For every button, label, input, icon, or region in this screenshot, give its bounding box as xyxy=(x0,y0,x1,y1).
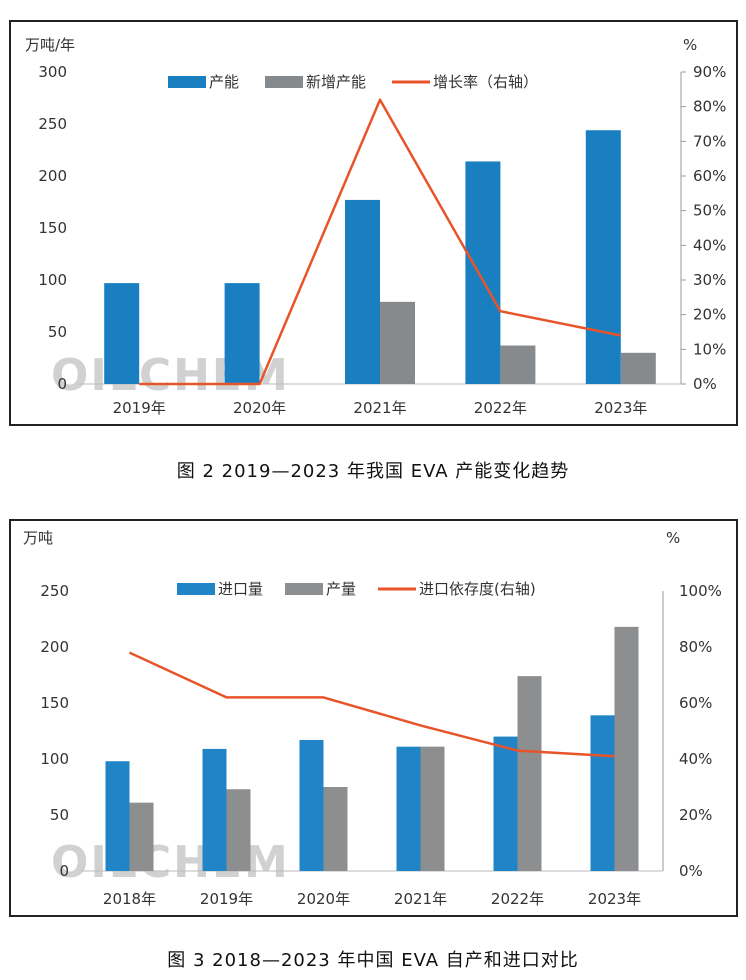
legend-swatch xyxy=(265,76,304,88)
bar-secondary xyxy=(517,676,542,871)
right-tick-label: 40% xyxy=(679,750,712,768)
right-tick-label: 60% xyxy=(679,694,712,712)
x-tick-label: 2023年 xyxy=(588,890,641,908)
bar-primary xyxy=(396,746,421,871)
bar-primary xyxy=(299,739,324,871)
left-tick-label: 100 xyxy=(40,750,69,768)
legend-label: 产能 xyxy=(209,73,239,91)
left-tick-label: 50 xyxy=(50,806,69,824)
bar-primary xyxy=(105,761,130,871)
left-tick-label: 250 xyxy=(40,582,69,600)
bar-secondary xyxy=(420,746,445,871)
chart-panel-capacity: OILCHEM 万吨/年% 0 50 100 150 200 250 300 0% 10% 20% 30… xyxy=(9,20,738,426)
bar-primary xyxy=(465,161,501,384)
legend-label: 增长率（右轴） xyxy=(433,73,538,91)
x-tick-label: 2020年 xyxy=(297,890,350,908)
bar-primary xyxy=(590,715,615,871)
right-tick-label: 0% xyxy=(693,375,717,393)
left-tick-label: 200 xyxy=(40,638,69,656)
bar-primary xyxy=(224,283,260,384)
right-tick-label: 30% xyxy=(693,271,726,289)
left-tick-label: 150 xyxy=(40,694,69,712)
legend-swatch xyxy=(168,76,206,88)
bar-primary xyxy=(104,283,140,384)
bar-secondary xyxy=(226,789,251,871)
left-tick-label: 300 xyxy=(38,63,67,81)
bar-primary xyxy=(202,748,227,871)
legend-label: 进口量 xyxy=(218,580,263,598)
left-tick-label: 0 xyxy=(57,375,67,393)
right-tick-label: 40% xyxy=(693,236,726,254)
legend-swatch xyxy=(177,583,215,595)
right-tick-label: 80% xyxy=(679,638,712,656)
left-tick-label: 150 xyxy=(38,219,67,237)
left-tick-label: 250 xyxy=(38,115,67,133)
bar-primary xyxy=(345,199,380,384)
right-tick-label: 90% xyxy=(693,63,726,81)
bar-primary xyxy=(585,130,621,384)
line-series xyxy=(128,651,615,758)
left-axis-title: 万吨 xyxy=(23,529,53,547)
right-tick-label: 70% xyxy=(693,132,726,150)
bar-secondary xyxy=(500,345,536,384)
x-tick-label: 2019年 xyxy=(200,890,253,908)
x-tick-label: 2022年 xyxy=(474,399,527,417)
left-tick-label: 0 xyxy=(59,862,69,880)
x-tick-label: 2019年 xyxy=(113,399,166,417)
right-tick-label: 50% xyxy=(693,202,726,220)
x-tick-label: 2022年 xyxy=(491,890,544,908)
x-tick-label: 2018年 xyxy=(103,890,156,908)
x-tick-label: 2020年 xyxy=(233,399,286,417)
right-tick-label: 20% xyxy=(693,306,726,324)
bar-primary xyxy=(493,736,518,871)
right-axis-title: % xyxy=(666,529,680,547)
bar-secondary xyxy=(129,802,154,871)
legend-label: 产量 xyxy=(326,580,356,598)
right-tick-label: 10% xyxy=(693,340,726,358)
import-chart: OILCHEM 万吨 % 0 50 100 150 200 250 0% 20% 40% 60% 80% 1… xyxy=(23,529,722,908)
left-axis-title: 万吨/年 xyxy=(25,36,75,54)
x-tick-label: 2023年 xyxy=(594,399,647,417)
bar-secondary xyxy=(323,787,348,871)
right-tick-label: 80% xyxy=(693,98,726,116)
right-tick-label: 0% xyxy=(679,862,703,880)
legend-label: 新增产能 xyxy=(306,73,366,91)
x-tick-label: 2021年 xyxy=(394,890,447,908)
watermark-logo: OILCHEM xyxy=(51,837,290,888)
left-tick-label: 200 xyxy=(38,167,67,185)
right-tick-label: 100% xyxy=(679,582,722,600)
chart-panel-import: OILCHEM 万吨% 0 50 100 150 200 250 0% 20% 40% 60% 80% 1… xyxy=(9,519,738,917)
left-tick-label: 100 xyxy=(38,271,67,289)
bar-secondary xyxy=(380,301,415,384)
figure-caption-capacity: 图 2 2019—2023 年我国 EVA 产能变化趋势 xyxy=(176,461,570,482)
x-tick-label: 2021年 xyxy=(353,399,406,417)
line-series xyxy=(139,98,622,386)
legend-swatch xyxy=(285,583,324,595)
legend-label: 进口依存度(右轴) xyxy=(419,580,536,598)
right-tick-label: 60% xyxy=(693,167,726,185)
figure-caption-import: 图 3 2018—2023 年中国 EVA 自产和进口对比 xyxy=(167,950,579,971)
left-tick-label: 50 xyxy=(48,323,67,341)
right-tick-label: 20% xyxy=(679,806,712,824)
bar-secondary xyxy=(614,626,639,871)
right-axis-title: % xyxy=(683,36,697,54)
bar-secondary xyxy=(620,352,656,384)
